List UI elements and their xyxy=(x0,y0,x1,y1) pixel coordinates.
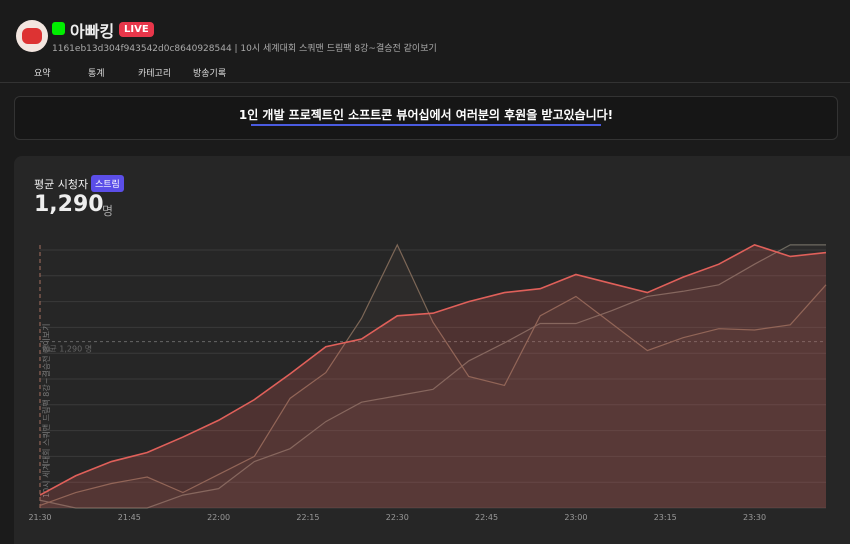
line xyxy=(39,243,827,506)
annotation: 10시 세계대회 스쿼맨 드림팩 8강~결승전 같이보기 xyxy=(41,323,51,498)
banner-underline xyxy=(251,124,601,126)
tabs: 요약 통계 카테고리 방송기록 xyxy=(0,62,850,83)
tab[interactable]: 카테고리 xyxy=(138,69,172,79)
x-tick-label: 22:30 xyxy=(386,513,409,522)
streamer-name: 아빠킹 xyxy=(70,22,115,41)
platform-icon xyxy=(52,22,65,35)
stat-unit: 명 xyxy=(102,204,114,218)
line xyxy=(39,244,826,509)
stat-value: 1,290 xyxy=(34,192,104,217)
x-tick-label: 22:45 xyxy=(475,513,498,522)
x-tick-label: 23:00 xyxy=(564,513,587,522)
x-tick-label: 22:15 xyxy=(296,513,319,522)
chart-title: 평균 시청자 xyxy=(34,178,89,191)
area xyxy=(40,244,826,508)
x-tick-label: 21:45 xyxy=(118,513,141,522)
x-tick-label: 23:30 xyxy=(743,513,766,522)
banner[interactable]: 1인 개발 프로젝트인 소프트콘 뷰어십에서 여러분의 후원을 받고있습니다! xyxy=(14,96,838,140)
subtitle: 1161eb13d304f943542d0c8640928544 | 10시 세… xyxy=(52,44,437,54)
tab[interactable]: 요약 xyxy=(34,69,51,79)
reference-label: 평균 1,290 명 xyxy=(42,344,92,354)
x-tick-label: 23:15 xyxy=(654,513,677,522)
banner-text: 1인 개발 프로젝트인 소프트콘 뷰어십에서 여러분의 후원을 받고있습니다! xyxy=(238,108,614,122)
tab[interactable]: 방송기록 xyxy=(193,69,227,79)
x-tick-label: 21:30 xyxy=(28,513,51,522)
avatar xyxy=(16,20,48,52)
x-tick-label: 22:00 xyxy=(207,513,230,522)
line xyxy=(39,243,827,496)
stream-badge: 스트림 xyxy=(91,175,124,192)
area xyxy=(40,244,826,508)
live-badge: LIVE xyxy=(119,22,154,37)
tab[interactable]: 통계 xyxy=(88,69,105,79)
area xyxy=(40,244,826,508)
